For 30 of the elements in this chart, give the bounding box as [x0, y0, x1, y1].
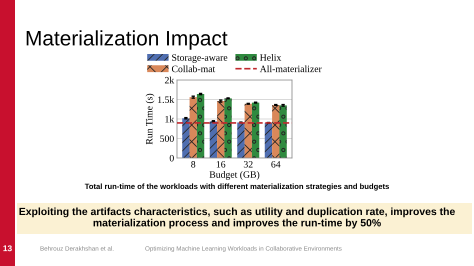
x-tick-label: 16: [216, 161, 226, 168]
bar: [190, 97, 197, 158]
y-tick-label: 0: [170, 154, 174, 162]
legend-label: Collab-mat: [172, 65, 216, 72]
bar: [252, 102, 260, 158]
y-tick-label: 1k: [165, 116, 174, 122]
bar: [237, 122, 245, 158]
bar: [244, 104, 252, 158]
bar: [210, 121, 218, 158]
x-tick-label: 8: [191, 161, 196, 168]
y-axis-title: Run Time (s): [146, 94, 154, 144]
legend-label: Storage-aware: [172, 54, 228, 63]
text: 13: [3, 245, 12, 252]
text: Exploiting the artifacts characteristics, such as utility and duplication rate, improves the materialization process and improves the run-time by 50%: [19, 208, 455, 228]
bar: [196, 94, 204, 158]
y-tick-label: 1.5k: [158, 96, 174, 104]
x-tick-label: 32: [244, 161, 253, 168]
legend-label: All-materializer: [260, 65, 322, 72]
chart-title: Materialization Impact: [26, 30, 228, 50]
x-axis-title: Budget (GB): [210, 170, 260, 180]
y-tick-label: 500: [160, 135, 174, 142]
bar: [279, 105, 287, 158]
legend-label: Helix: [260, 54, 282, 61]
bar: [182, 118, 190, 158]
bar: [272, 104, 280, 158]
bar: [224, 98, 232, 158]
y-tick-label: 2k: [164, 76, 174, 84]
bar: [217, 101, 224, 158]
bar: [264, 122, 272, 158]
x-tick-label: 64: [271, 161, 280, 168]
